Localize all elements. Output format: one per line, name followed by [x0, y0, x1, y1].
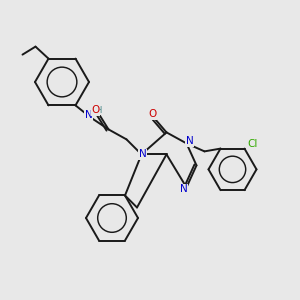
Text: N: N [186, 136, 194, 146]
Text: N: N [85, 110, 92, 120]
Text: N: N [139, 149, 146, 159]
Text: N: N [180, 184, 188, 194]
Text: O: O [148, 110, 157, 119]
Text: H: H [95, 106, 102, 115]
Text: O: O [92, 105, 100, 116]
Text: Cl: Cl [247, 139, 258, 148]
